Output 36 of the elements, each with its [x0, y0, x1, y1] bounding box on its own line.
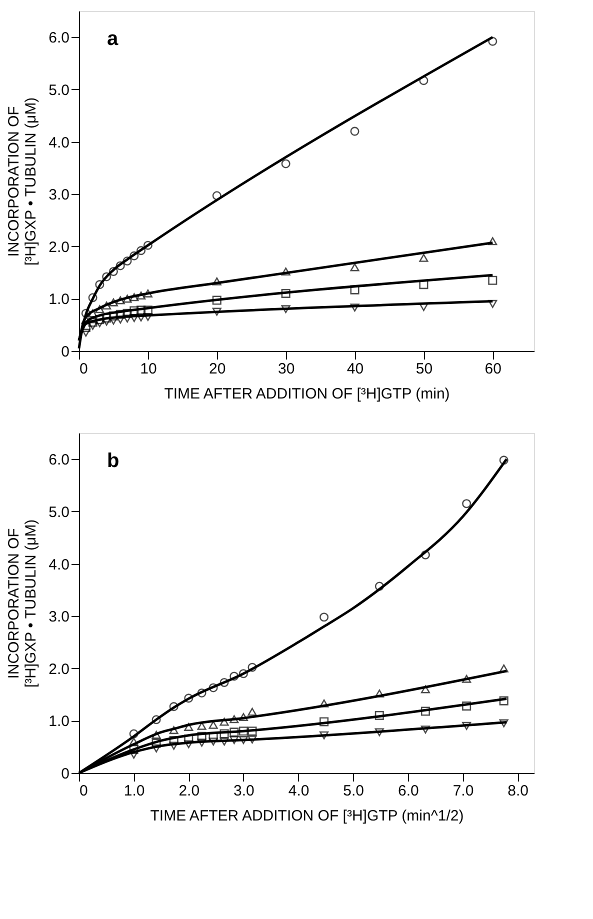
y-tick-label: 2.0 [48, 660, 70, 678]
x-tick-label: 3.0 [234, 782, 254, 800]
x-tick-label: 2.0 [178, 782, 200, 800]
y-tick-label: 6.0 [48, 452, 70, 469]
annotation: b [107, 450, 120, 472]
x-tick-label: 30 [278, 360, 295, 378]
x-tick-label: 10 [140, 360, 157, 378]
y-tick-label: 2.0 [48, 238, 70, 256]
y-tick-label: 4.0 [48, 134, 70, 152]
y-axis-title: INCORPORATION OF [³H]GXP • TUBULIN (μM) [6, 519, 40, 688]
annotation: a [107, 28, 119, 50]
y-tick-label: 0 [61, 766, 70, 782]
y-tick-label: 4.0 [48, 556, 70, 574]
y-tick-label: 1.0 [48, 291, 70, 308]
x-axis-title: TIME AFTER ADDITION OF [³H]GTP (min) [164, 386, 450, 402]
x-tick-label: 40 [346, 360, 364, 378]
x-tick-label: 0 [80, 782, 88, 800]
x-tick-label: 8.0 [508, 782, 528, 800]
y-tick-label: 1.0 [48, 713, 70, 730]
x-tick-label: 4.0 [288, 782, 310, 800]
x-tick-label: 6.0 [398, 782, 419, 800]
x-tick-label: 7.0 [452, 782, 474, 800]
y-axis-title: INCORPORATION OF [³H]GXP • TUBULIN (μM) [6, 97, 40, 266]
y-tick-label: 5.0 [48, 82, 70, 99]
x-tick-label: 20 [209, 360, 226, 378]
y-tick-label: 6.0 [48, 30, 70, 47]
x-tick-label: 5.0 [343, 782, 364, 800]
x-tick-label: 50 [416, 360, 433, 378]
y-tick-label: 3.0 [48, 186, 70, 204]
x-tick-label: 1.0 [124, 782, 145, 800]
y-tick-label: 3.0 [48, 608, 70, 626]
x-tick-label: 60 [484, 360, 502, 378]
x-axis-title: TIME AFTER ADDITION OF [³H]GTP (min^1/2) [150, 808, 464, 824]
y-tick-label: 5.0 [48, 504, 70, 521]
x-tick-label: 0 [80, 360, 88, 378]
y-tick-label: 0 [61, 344, 70, 360]
